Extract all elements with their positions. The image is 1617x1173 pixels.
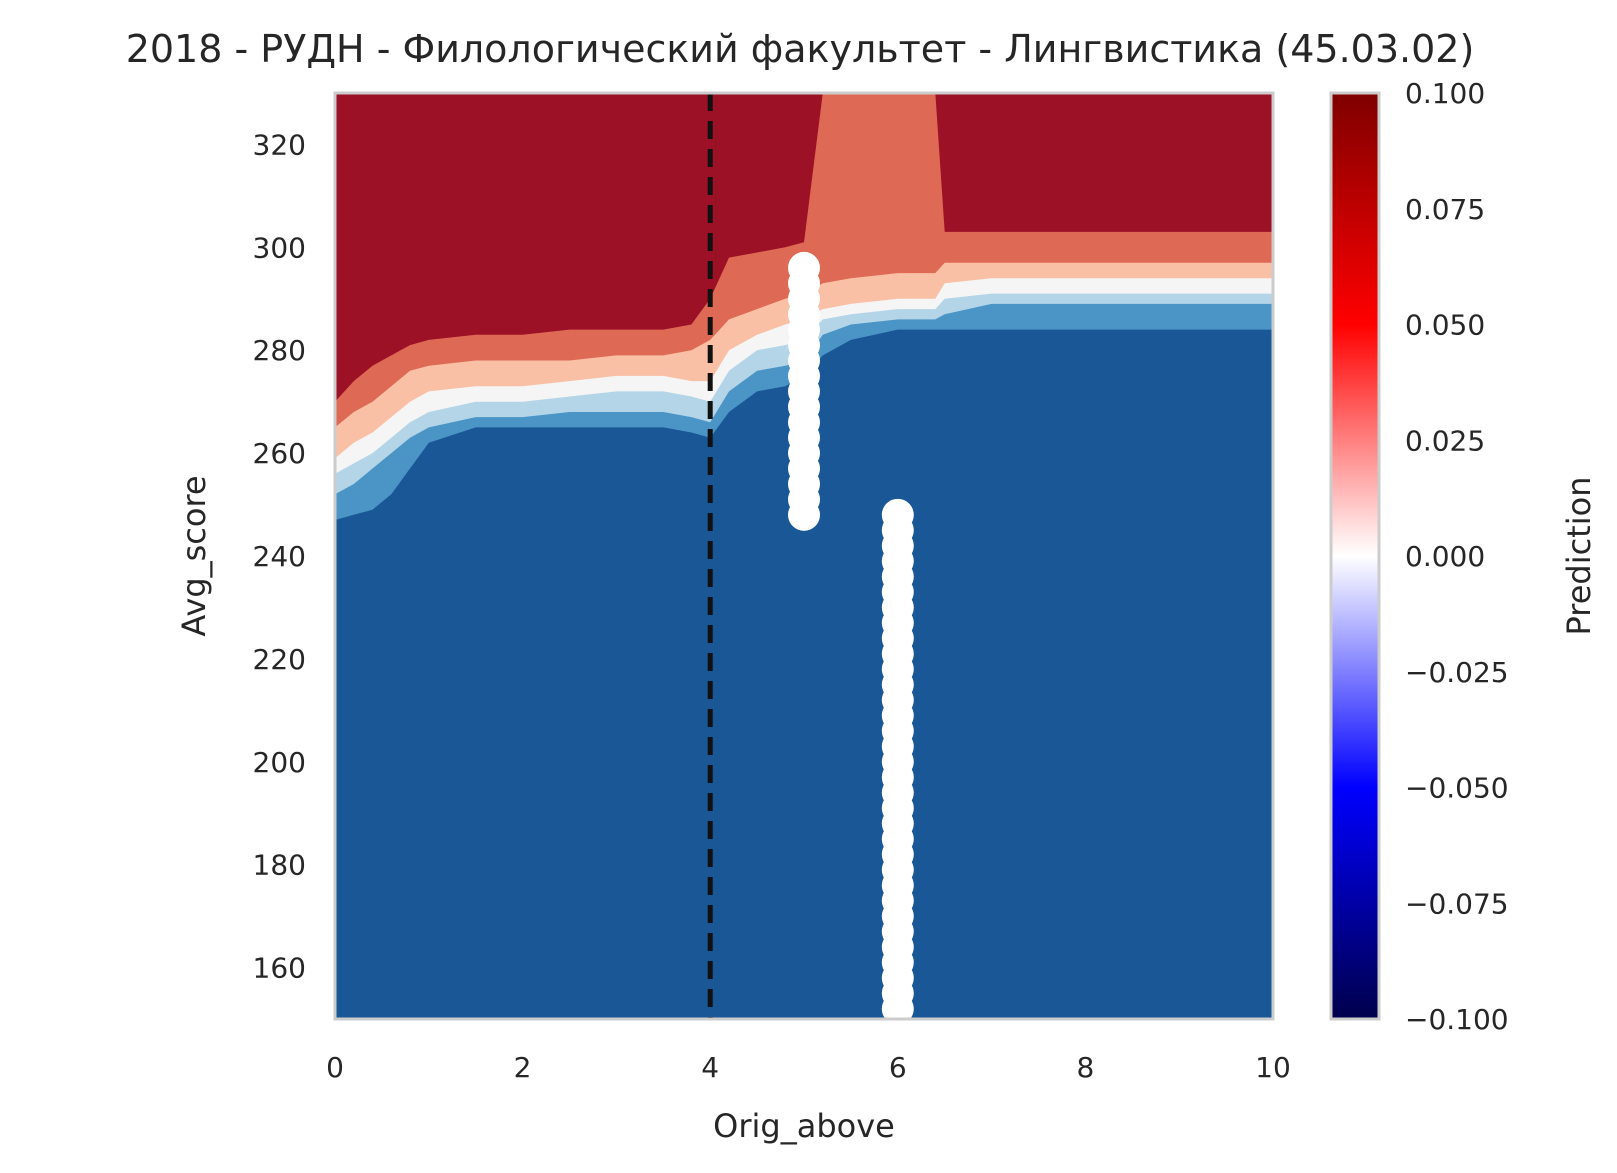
colorbar-tick-label: 0.075 — [1405, 193, 1485, 226]
y-tick-label: 240 — [253, 540, 306, 573]
colorbar-tick-label: 0.100 — [1405, 77, 1485, 110]
x-tick-label: 4 — [701, 1051, 719, 1084]
x-tick-label: 8 — [1076, 1051, 1094, 1084]
y-tick-label: 200 — [253, 746, 306, 779]
y-tick-label: 160 — [253, 952, 306, 985]
x-tick-label: 10 — [1255, 1051, 1291, 1084]
colorbar-tick-label: 0.025 — [1405, 424, 1485, 457]
x-tick-label: 2 — [514, 1051, 532, 1084]
y-tick-label: 320 — [253, 128, 306, 161]
colorbar-label: Prediction — [1560, 477, 1598, 636]
y-tick-label: 300 — [253, 231, 306, 264]
data-point — [881, 498, 914, 531]
colorbar: −0.100 −0.075 −0.050 −0.025 0.000 0.025 0.050 0… — [1329, 77, 1509, 1036]
y-axis-label: Avg_score — [175, 475, 213, 636]
contour-band-6 — [335, 93, 1273, 402]
chart-title: 2018 - РУДН - Филологический факультет -… — [126, 27, 1475, 71]
colorbar-tick-label: −0.050 — [1405, 772, 1509, 805]
y-axis: 160 180 200 220 240 260 280 300 320 — [253, 128, 306, 984]
y-tick-label: 180 — [253, 849, 306, 882]
data-point — [788, 251, 820, 284]
colorbar-tick-label: −0.025 — [1405, 656, 1509, 689]
x-tick-label: 6 — [889, 1051, 907, 1084]
x-axis: 0 2 4 6 8 10 — [326, 1051, 1291, 1084]
colorbar-tick-label: −0.075 — [1405, 887, 1509, 920]
x-axis-label: Orig_above — [713, 1107, 895, 1145]
y-tick-label: 280 — [253, 334, 306, 367]
colorbar-tick-label: 0.050 — [1405, 309, 1485, 342]
contour-layer — [335, 93, 1273, 1019]
x-tick-label: 0 — [326, 1051, 344, 1084]
y-tick-label: 220 — [253, 643, 306, 676]
plot-frame — [333, 91, 1275, 1021]
colorbar-tick-label: −0.100 — [1405, 1003, 1509, 1036]
plot-area — [333, 91, 1275, 1021]
colorbar-tick-label: 0.000 — [1405, 540, 1485, 573]
y-tick-label: 260 — [253, 437, 306, 470]
colorbar-gradient — [1329, 91, 1381, 1021]
